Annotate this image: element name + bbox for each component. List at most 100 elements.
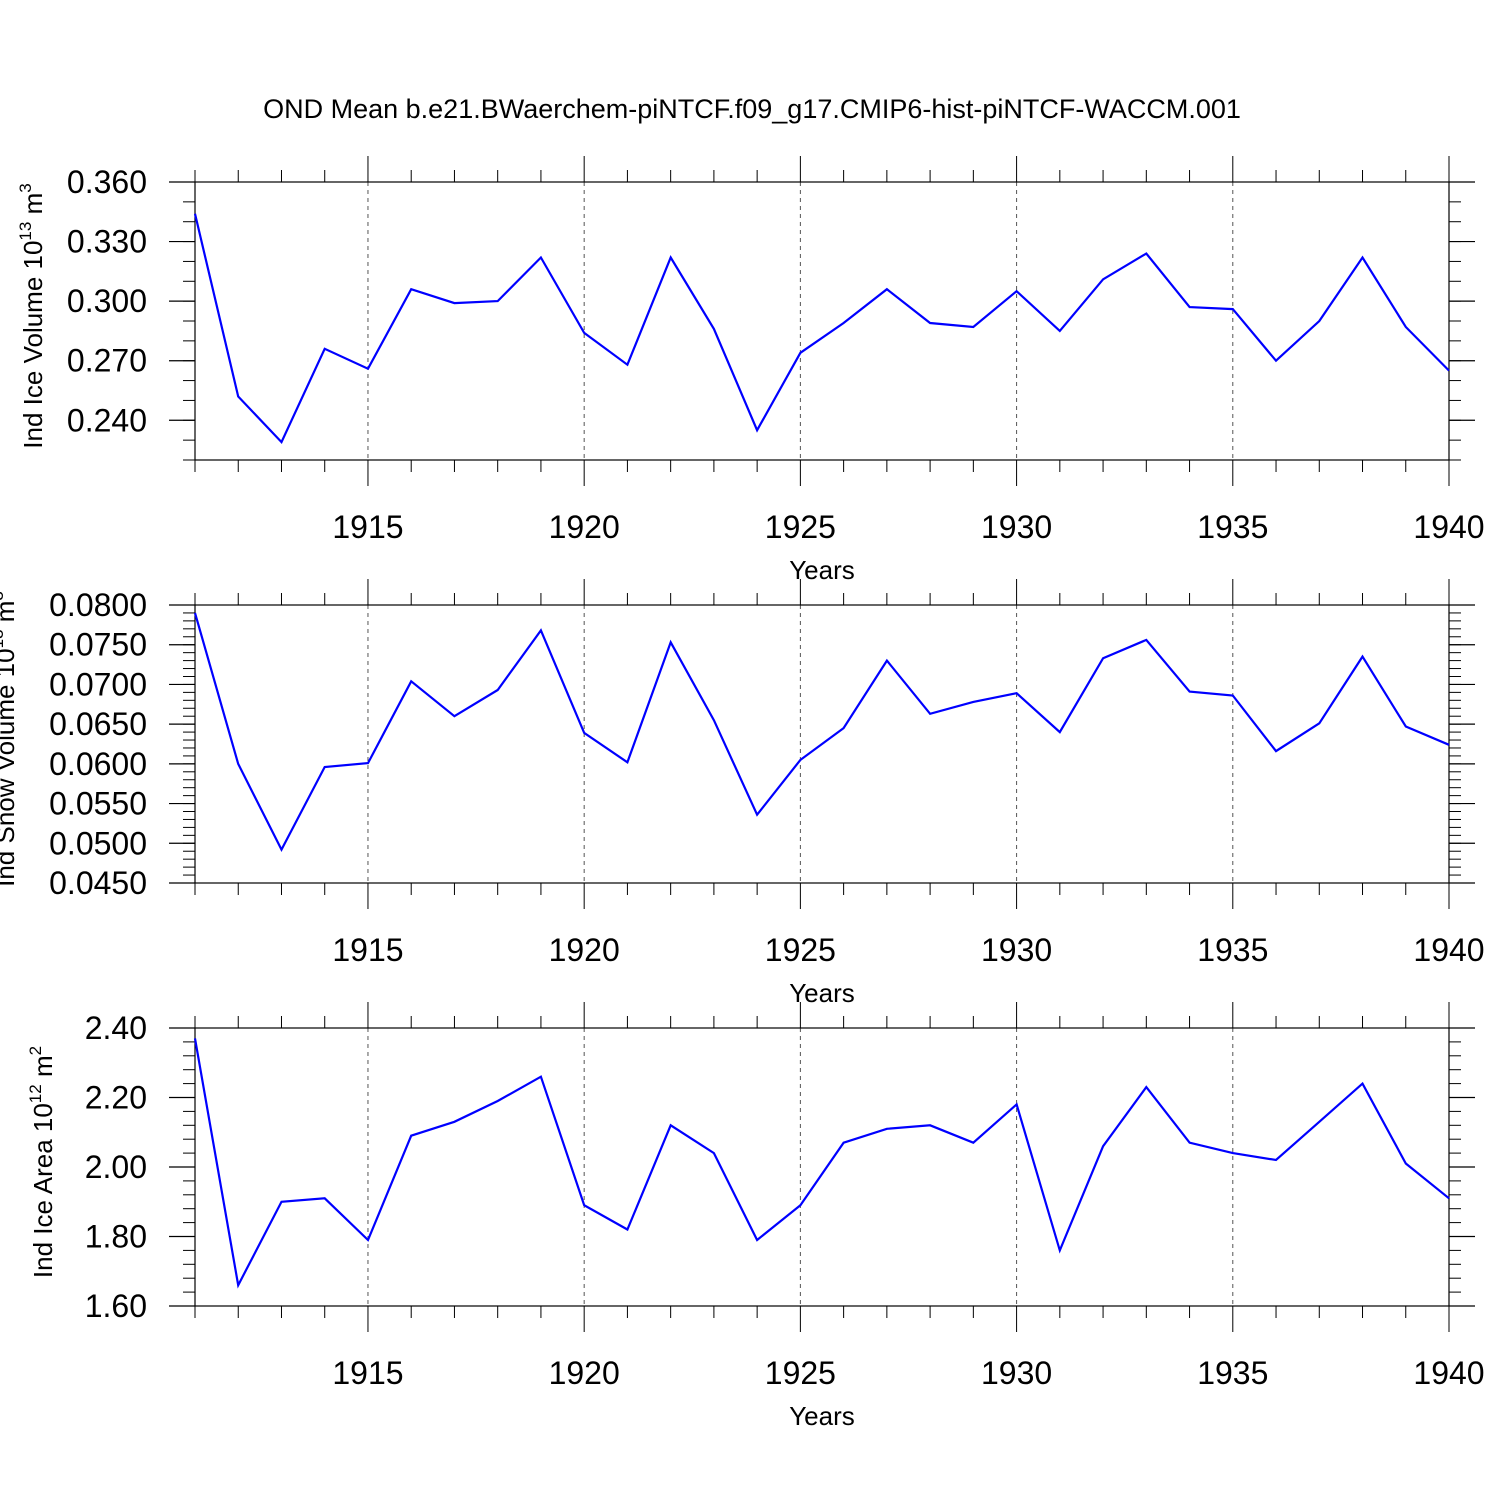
data-point (1058, 1249, 1061, 1252)
series-line (193, 1038, 1450, 1289)
panel-3: 1915 1920 1925 1930 1935 1940 Years 1.60 1.80 2.0… (26, 1002, 1485, 1431)
y-tick-label: 2.00 (85, 1149, 147, 1185)
y-axis-label-exponent: 12 (26, 1084, 45, 1103)
data-point (1145, 252, 1148, 255)
data-point (972, 325, 975, 328)
data-point (539, 1075, 542, 1078)
x-axis-label: Years (789, 978, 855, 1008)
x-tick-label: 1940 (1413, 1355, 1484, 1391)
x-tick-label: 1915 (332, 932, 403, 968)
y-tick-label: 1.60 (85, 1288, 147, 1324)
y-axis-label: Ind Snow Volume 1013 m3 (0, 591, 20, 887)
data-point (410, 680, 413, 683)
data-point (712, 719, 715, 722)
y-tick-label: 0.0550 (49, 786, 147, 822)
data-point (972, 1141, 975, 1144)
x-tick-label: 1940 (1413, 509, 1484, 545)
data-point (1275, 1159, 1278, 1162)
data-point (842, 1141, 845, 1144)
data-point (1145, 1086, 1148, 1089)
data-point (1015, 692, 1018, 695)
y-axis-label-main: Ind Ice Volume 10 (18, 241, 48, 449)
data-point (453, 302, 456, 305)
data-point (583, 1204, 586, 1207)
data-point (885, 288, 888, 291)
data-point (1102, 657, 1105, 660)
x-tick-label: 1930 (981, 509, 1052, 545)
data-point (496, 1099, 499, 1102)
y-tick-label: 0.330 (67, 224, 147, 260)
data-point (1231, 694, 1234, 697)
panel-2: 1915 1920 1925 1930 1935 1940 Years 0.0450 0.050… (0, 579, 1485, 1008)
x-axis-label: Years (789, 555, 855, 585)
data-point (1404, 725, 1407, 728)
x-tick-label: 1940 (1413, 932, 1484, 968)
data-point (1015, 290, 1018, 293)
data-point (280, 1200, 283, 1203)
y-axis-label-main: Ind Snow Volume 10 (0, 648, 20, 887)
y-tick-label: 0.0650 (49, 706, 147, 742)
data-point (323, 766, 326, 769)
data-point (626, 363, 629, 366)
data-point (1361, 655, 1364, 658)
data-point (669, 641, 672, 644)
y-tick-label: 0.0500 (49, 825, 147, 861)
data-point (1448, 1197, 1451, 1200)
data-point (1318, 1120, 1321, 1123)
chart-title: OND Mean b.e21.BWaerchem-piNTCF.f09_g17.… (263, 94, 1241, 124)
data-point (410, 288, 413, 291)
y-axis-label-exponent: 13 (0, 629, 7, 648)
x-tick-label: 1930 (981, 932, 1052, 968)
data-point (496, 688, 499, 691)
data-point (885, 1127, 888, 1130)
data-point (712, 1152, 715, 1155)
data-point (1318, 320, 1321, 323)
data-point (194, 212, 197, 215)
data-point (237, 395, 240, 398)
data-point (756, 429, 759, 432)
y-tick-label: 0.0700 (49, 666, 147, 702)
data-point (1188, 306, 1191, 309)
data-point (1058, 731, 1061, 734)
x-tick-label: 1930 (981, 1355, 1052, 1391)
data-point (280, 441, 283, 444)
x-tick-label: 1935 (1197, 932, 1268, 968)
data-point (453, 1120, 456, 1123)
panels: 1915 1920 1925 1930 1935 1940 Years 0.240 0.270 0… (0, 156, 1485, 1431)
data-point (799, 758, 802, 761)
y-tick-label: 0.240 (67, 402, 147, 438)
data-point (712, 327, 715, 330)
data-point (237, 762, 240, 765)
data-point (929, 1124, 932, 1127)
x-tick-label: 1920 (549, 1355, 620, 1391)
data-point (799, 1204, 802, 1207)
data-point (1188, 690, 1191, 693)
x-axis-label: Years (789, 1401, 855, 1431)
y-axis-label-unit: m (28, 1055, 58, 1084)
y-axis-label-main: Ind Ice Area 10 (28, 1103, 58, 1278)
y-axis-label-unit: m (18, 193, 48, 222)
y-tick-label: 0.0800 (49, 587, 147, 623)
data-point (1015, 1103, 1018, 1106)
y-axis-label-unit: m (0, 601, 20, 630)
data-point (280, 848, 283, 851)
data-point (237, 1284, 240, 1287)
data-point (842, 321, 845, 324)
plot-frame (194, 181, 1450, 461)
data-point (539, 256, 542, 259)
data-point (1448, 369, 1451, 372)
data-point (410, 1134, 413, 1137)
data-point (366, 762, 369, 765)
y-tick-label: 0.0450 (49, 865, 147, 901)
data-point (1361, 256, 1364, 259)
data-point (583, 331, 586, 334)
data-point (1102, 278, 1105, 281)
x-tick-label: 1915 (332, 1355, 403, 1391)
data-point (1058, 329, 1061, 332)
data-point (756, 1238, 759, 1241)
data-point (1275, 359, 1278, 362)
data-point (929, 321, 932, 324)
data-point (453, 715, 456, 718)
data-point (366, 367, 369, 370)
data-point (323, 347, 326, 350)
